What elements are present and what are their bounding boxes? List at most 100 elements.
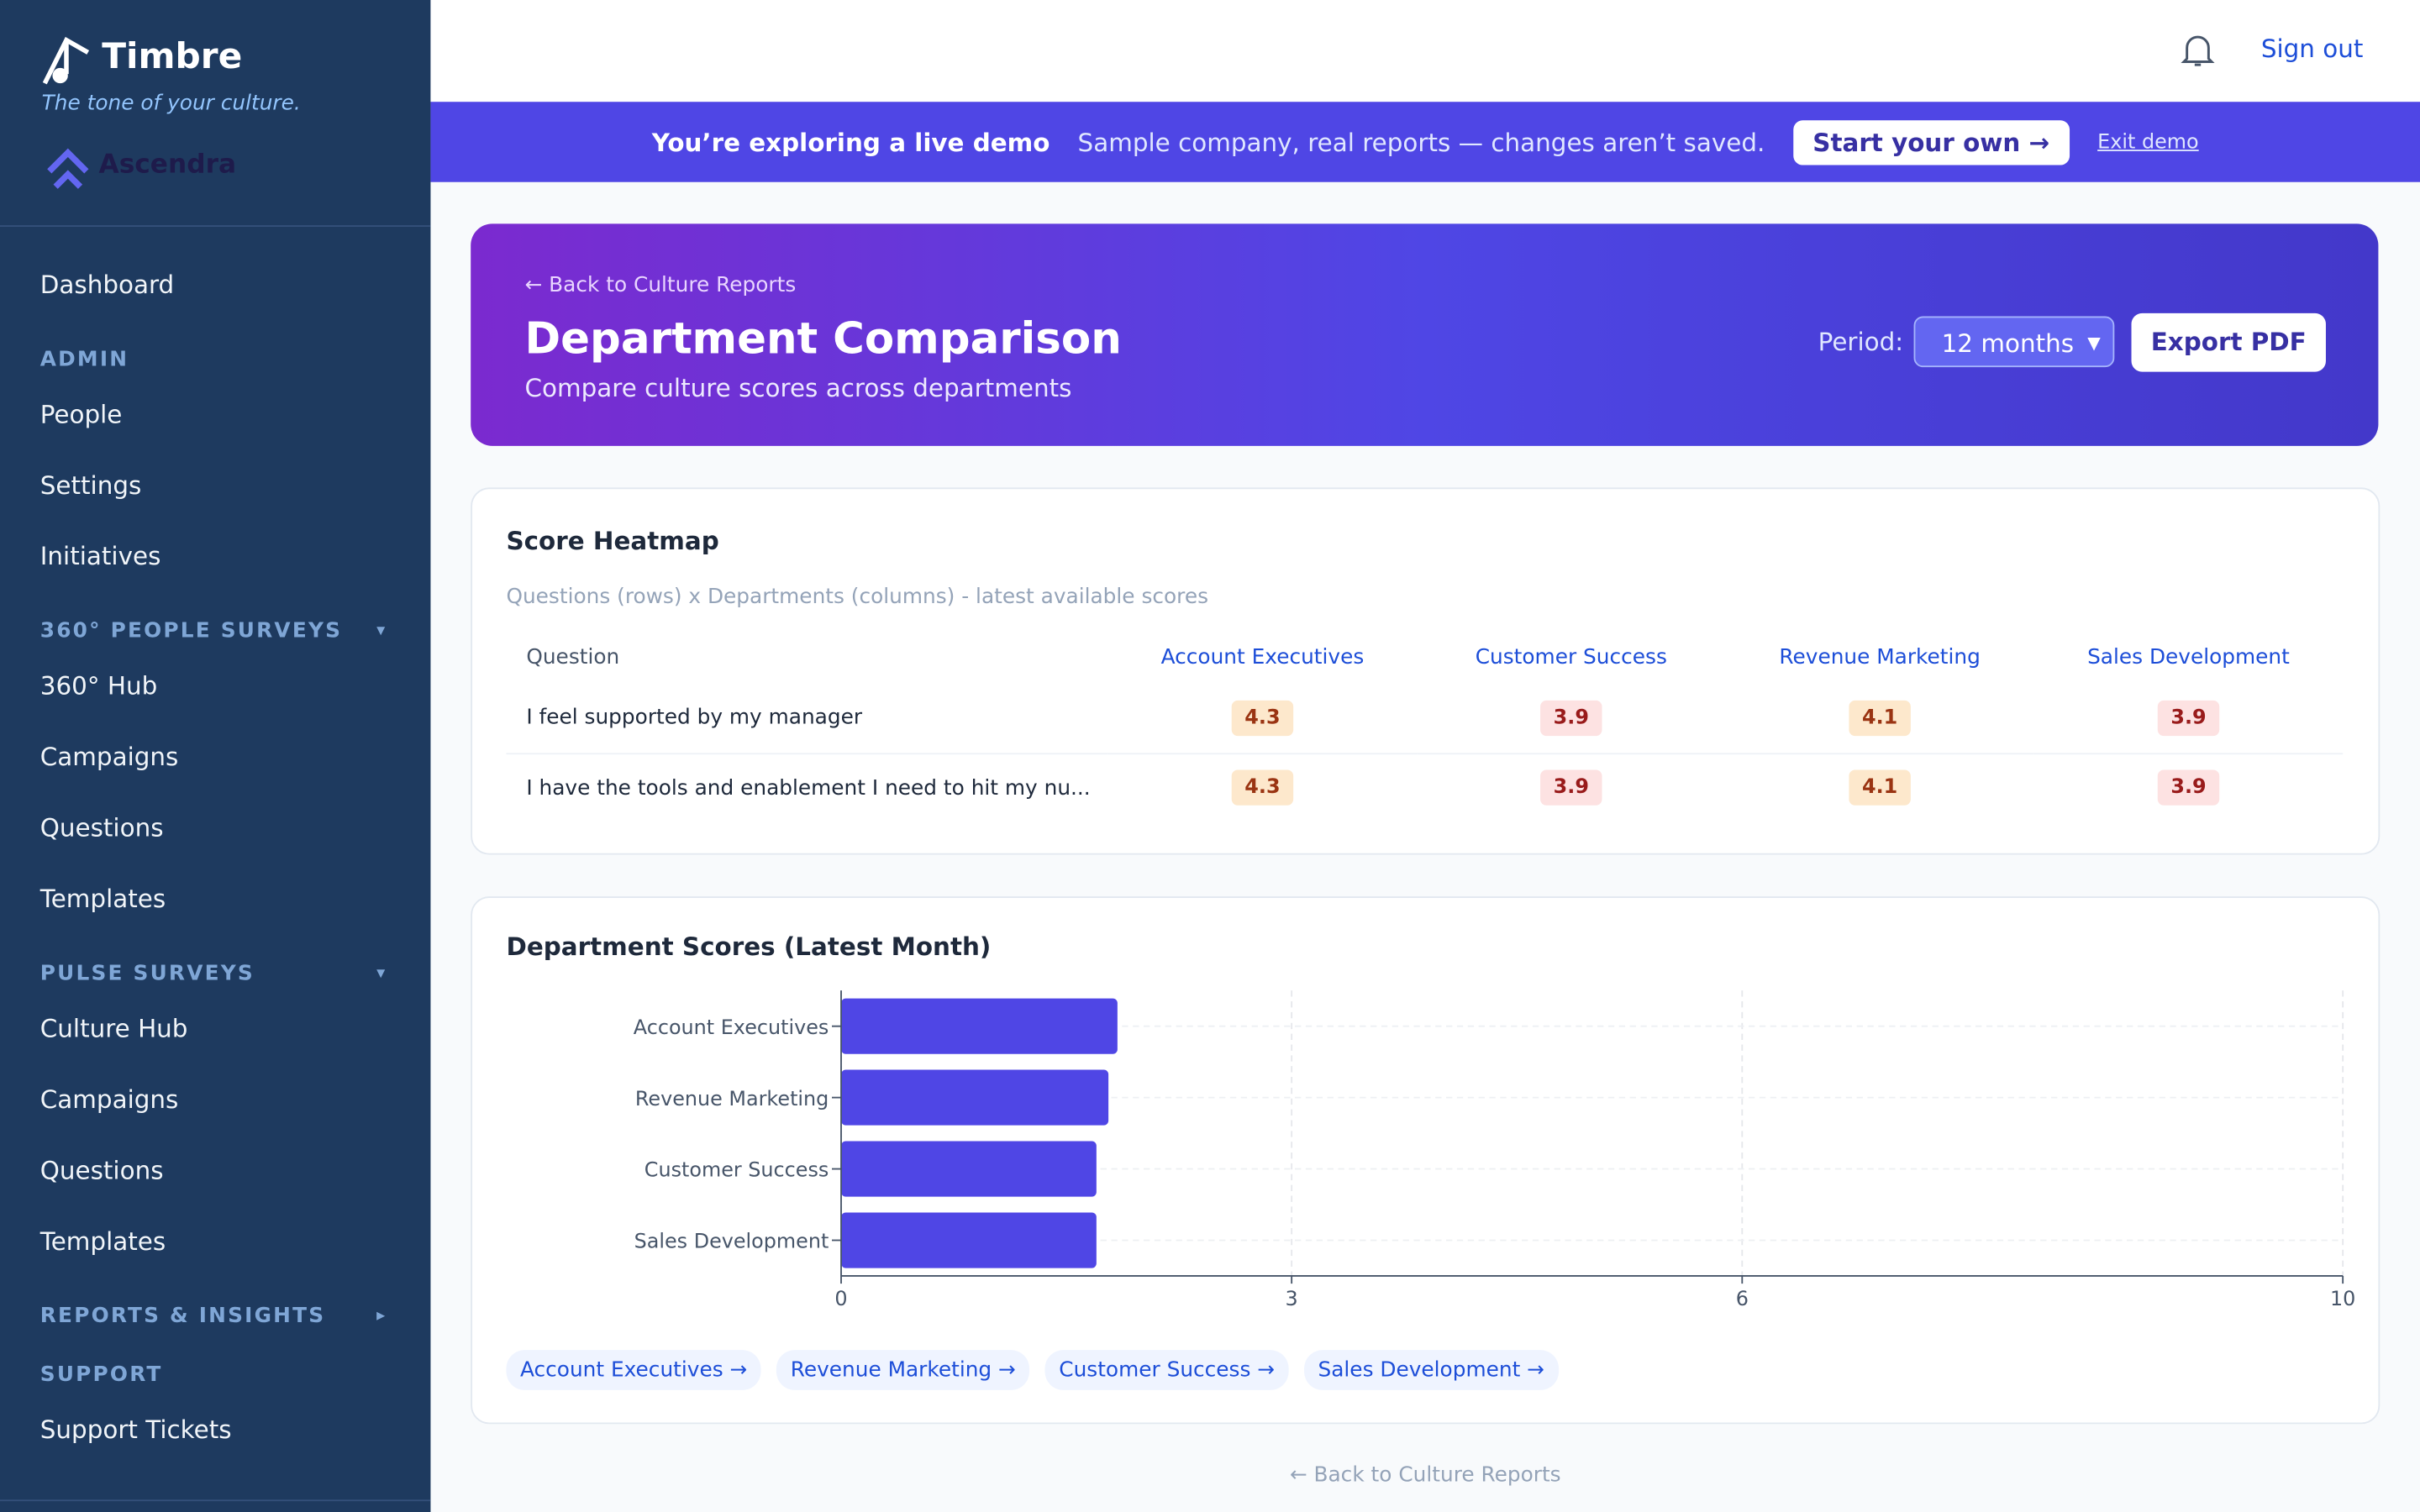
divider (0, 1499, 431, 1502)
nav-item[interactable]: Initiatives (39, 541, 161, 571)
score-cell: 3.9 (1417, 753, 1725, 822)
score-cell: 4.3 (1108, 684, 1417, 753)
period-select[interactable]: 12 months ▼ (1913, 316, 2115, 368)
tagline: The tone of your culture. (41, 91, 301, 116)
score: 4.1 (1849, 700, 1910, 736)
nav-item[interactable]: Questions (39, 812, 164, 843)
nav-section[interactable]: 360° PEOPLE SURVEYS ▾ (0, 611, 430, 651)
score: 3.9 (1540, 769, 1602, 806)
x-tick-label: 3 (1286, 1287, 1298, 1310)
nav-item[interactable]: Templates (39, 1226, 166, 1257)
section-caret: ▾ (376, 963, 387, 984)
score: 4.3 (1232, 700, 1293, 736)
bar (841, 1212, 1097, 1268)
page-header: ← Back to Culture Reports Department Com… (471, 223, 2379, 446)
x-tick-label: 0 (834, 1287, 847, 1310)
nav-item[interactable]: Support Tickets (39, 1415, 232, 1445)
nav-item[interactable]: Culture Hub (39, 1013, 188, 1043)
score-cell: 3.9 (2034, 684, 2343, 753)
department-chip[interactable]: Revenue Marketing → (776, 1350, 1030, 1390)
bell-icon[interactable] (2181, 33, 2215, 70)
column-header: Account Executives (1160, 644, 1365, 670)
nav-section: SUPPORT (0, 1355, 430, 1395)
heatmap-table: Question Account Executives Customer Succe… (506, 631, 2344, 822)
heatmap-note: Questions (rows) x Departments (columns)… (506, 585, 1209, 610)
column-header: Sales Development (2087, 644, 2290, 670)
nav-item[interactable]: Templates (39, 884, 166, 914)
question: I feel supported by my manager (526, 705, 863, 731)
brand: Timbre (102, 37, 243, 77)
nav-item[interactable]: Settings (39, 470, 142, 501)
nav-section[interactable]: PULSE SURVEYS ▾ (0, 953, 430, 994)
topbar: Sign out (430, 0, 2420, 102)
nav-item[interactable]: Campaigns (39, 1084, 179, 1115)
nav-item[interactable]: 360° Hub (39, 670, 158, 701)
department-links: Account Executives → Revenue Marketing → C… (506, 1350, 1573, 1390)
score: 3.9 (1540, 700, 1602, 736)
section-label: PULSE SURVEYS (39, 961, 255, 986)
footer-back[interactable]: ← Back to Culture Reports (1289, 1462, 1561, 1488)
chart-title: Department Scores (Latest Month) (506, 932, 992, 962)
bar (841, 1069, 1109, 1126)
bar-chart: 0 3 6 10 Account Executives Revenue Marketing… (634, 990, 2355, 1310)
department-chip[interactable]: Account Executives → (506, 1350, 761, 1390)
divider (0, 225, 431, 228)
score-cell: 3.9 (2034, 753, 2343, 822)
section-label: REPORTS & INSIGHTS (39, 1304, 326, 1329)
chart-card: Department Scores (Latest Month) Account… (471, 896, 2381, 1425)
header-row: Question Account Executives Customer Succe… (506, 631, 2343, 683)
logo-icon (42, 36, 90, 85)
score: 3.9 (2158, 700, 2219, 736)
sidebar: Timbre The tone of your culture. Ascendr… (0, 0, 431, 1512)
nav-section: ADMIN (0, 339, 430, 380)
x-tick-label: 10 (2330, 1287, 2355, 1310)
column-header: Customer Success (1475, 644, 1667, 670)
heatmap-card: Score Heatmap Questions (rows) x Departm… (471, 487, 2381, 855)
column-header: Question (526, 644, 620, 670)
nav-item[interactable]: Campaigns (39, 742, 179, 772)
score: 3.9 (2158, 769, 2219, 806)
section-caret: ▾ (376, 620, 387, 641)
nav-item[interactable]: Dashboard (39, 270, 175, 300)
x-tick-label: 6 (1736, 1287, 1749, 1310)
back-link[interactable]: ← Back to Culture Reports (524, 273, 797, 298)
y-tick-label: Account Executives (634, 1016, 829, 1039)
y-tick-label: Customer Success (644, 1158, 829, 1182)
demo-banner: You’re exploring a live demo Sample comp… (430, 102, 2420, 182)
score-cell: 4.1 (1725, 684, 2033, 753)
section-label: SUPPORT (39, 1362, 163, 1388)
heatmap-row: I feel supported by my manager 4.3 3.9 4.1 3… (506, 684, 2344, 753)
period-value: 12 months (1941, 328, 2075, 359)
org-logo (47, 148, 89, 189)
score-cell: 4.1 (1725, 753, 2033, 822)
department-chip[interactable]: Customer Success → (1044, 1350, 1289, 1390)
bar (841, 1141, 1097, 1197)
exit-demo[interactable]: Exit demo (2097, 130, 2199, 154)
start-button[interactable]: Start your own → (1792, 119, 2070, 165)
bar (841, 998, 1118, 1054)
nav: Dashboard ADMIN People Settings Initiatives 3… (0, 250, 430, 1466)
section-caret: ▸ (376, 1305, 387, 1326)
heatmap-title: Score Heatmap (506, 526, 719, 556)
nav-item[interactable]: Questions (39, 1155, 164, 1185)
score-cell: 3.9 (1417, 684, 1725, 753)
score-cell: 4.3 (1108, 753, 1417, 822)
page-title: Department Comparison (524, 312, 1122, 365)
nav-item[interactable]: People (39, 399, 123, 429)
page-subtitle: Compare culture scores across department… (524, 373, 1072, 403)
nav-section[interactable]: REPORTS & INSIGHTS ▸ (0, 1296, 430, 1336)
section-label: ADMIN (39, 347, 129, 372)
y-tick-label: Sales Development (634, 1230, 829, 1253)
export-button[interactable]: Export PDF (2131, 312, 2326, 372)
period-label: Period: (1818, 327, 1904, 357)
question: I have the tools and enablement I need t… (526, 775, 1091, 801)
column-header: Revenue Marketing (1779, 644, 1981, 670)
sign-out[interactable]: Sign out (2260, 34, 2364, 64)
score: 4.1 (1849, 769, 1910, 806)
department-chip[interactable]: Sales Development → (1303, 1350, 1559, 1390)
banner-title: You’re exploring a live demo (651, 127, 1050, 157)
banner-text: Sample company, real reports — changes a… (1077, 127, 1765, 157)
org-name: Ascendra (98, 150, 237, 181)
score: 4.3 (1232, 769, 1293, 806)
